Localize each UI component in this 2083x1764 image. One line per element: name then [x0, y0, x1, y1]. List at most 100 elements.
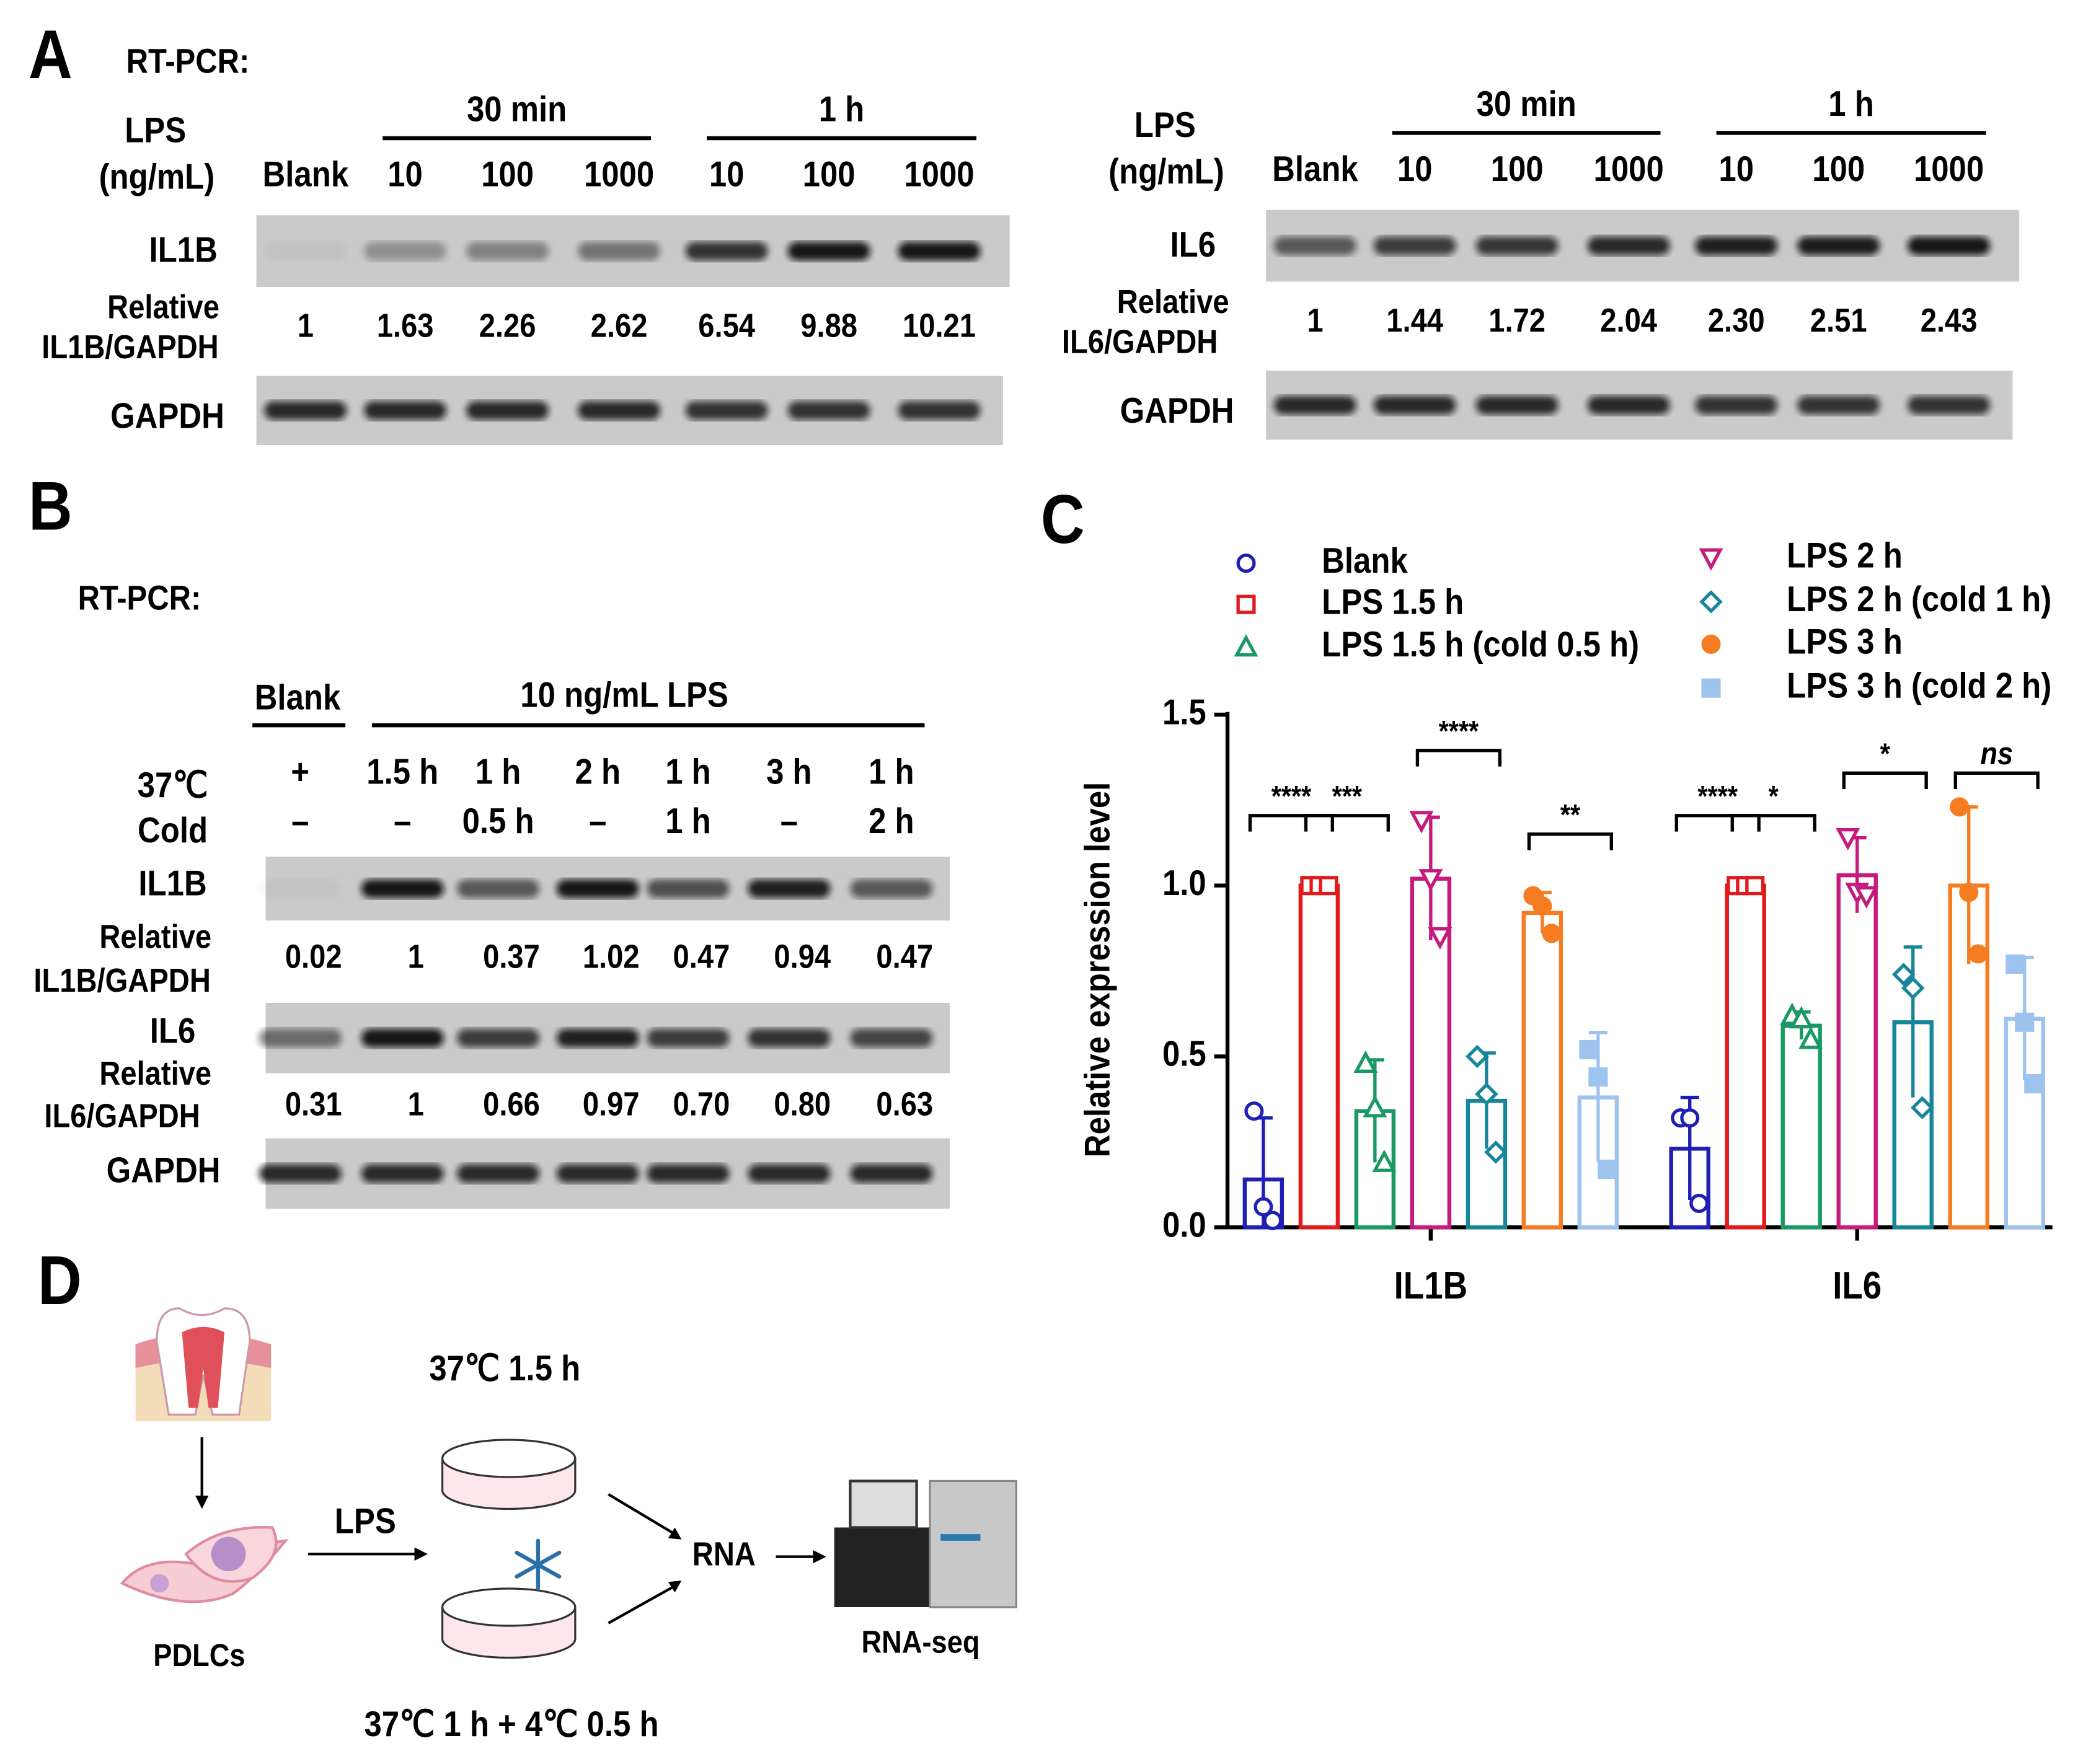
relative-value: 1 — [298, 308, 314, 345]
data-point — [1680, 1108, 1700, 1128]
y-tick-label: 1.0 — [1162, 863, 1206, 903]
lane-label: 10 — [709, 154, 745, 194]
lane-label: 100 — [481, 154, 534, 194]
lane-label: 1000 — [1914, 149, 1984, 189]
x-tick-label: IL1B — [1394, 1264, 1467, 1307]
dish — [441, 1439, 577, 1510]
group-label: 30 min — [1477, 84, 1577, 124]
data-point — [1598, 1159, 1617, 1179]
gel-band — [457, 1164, 539, 1183]
gel-band — [364, 242, 446, 261]
sequencer-body — [929, 1480, 1017, 1608]
row-label: LPS — [1134, 105, 1196, 145]
significance-bracket — [1953, 771, 2040, 790]
data-point — [1968, 944, 1988, 964]
significance-bracket — [1304, 814, 1390, 832]
lane-label: 2 h — [575, 752, 621, 792]
pulp — [182, 1326, 225, 1408]
relative-value: 1.02 — [583, 938, 640, 975]
gel-band — [787, 401, 870, 420]
lane-label: Blank — [263, 154, 349, 194]
gel-band — [457, 879, 539, 898]
data-point — [1466, 1044, 1489, 1069]
gel-band — [647, 1028, 730, 1047]
relative-value: 2.43 — [1921, 302, 1978, 339]
data-point — [1263, 1211, 1283, 1230]
sequencer-light — [940, 1534, 981, 1541]
gel-band — [647, 879, 730, 898]
arrow — [608, 1584, 676, 1625]
panel-label: D — [38, 1241, 82, 1319]
group-label: 1 h — [819, 89, 865, 129]
data-point — [1579, 1039, 1599, 1059]
data-point — [2024, 1074, 2044, 1094]
gel-band — [787, 242, 870, 261]
y-axis-label: Relative expression level — [1078, 782, 1118, 1158]
data-point — [1475, 1082, 1498, 1106]
treatment-label: LPS — [335, 1501, 396, 1541]
gel-band — [850, 879, 933, 898]
relative-value: 0.63 — [876, 1086, 933, 1122]
relative-value: 1 — [408, 938, 424, 975]
arrow-head — [195, 1496, 209, 1509]
lane-label: 10 — [1397, 149, 1433, 189]
bar — [1725, 883, 1766, 1230]
lane-label: 10 — [387, 154, 423, 194]
data-point — [1254, 1197, 1273, 1217]
gel-band — [259, 1164, 342, 1183]
lane-label: 1000 — [904, 154, 974, 194]
lane-label: – — [781, 801, 798, 841]
gel-band — [685, 401, 768, 420]
sequencer — [834, 1480, 1017, 1608]
significance-bracket — [1527, 832, 1613, 850]
lane-label: 100 — [803, 154, 856, 194]
significance-label: *** — [1332, 779, 1363, 812]
relative-value: 0.66 — [483, 1086, 540, 1122]
gene-label: GAPDH — [1120, 391, 1234, 431]
relative-value: 0.80 — [774, 1086, 831, 1122]
data-point — [1484, 1140, 1508, 1164]
significance-label: * — [1880, 737, 1891, 770]
relative-value: 0.97 — [583, 1086, 640, 1122]
gel-band — [1373, 236, 1456, 255]
group-label: Blank — [255, 678, 341, 718]
gel-band — [850, 1164, 933, 1183]
relative-value: 0.47 — [876, 938, 933, 975]
arrow — [608, 1493, 676, 1535]
gel-band — [898, 401, 981, 420]
relative-value: 0.02 — [285, 938, 342, 975]
relative-value: 1.44 — [1386, 302, 1443, 339]
panel-label: B — [29, 467, 73, 545]
gel-band — [748, 1028, 831, 1047]
legend-label: LPS 1.5 h — [1322, 582, 1464, 622]
gel-band — [1695, 236, 1778, 255]
data-point — [1319, 876, 1338, 896]
relative-value: 0.31 — [285, 1086, 342, 1122]
data-point — [1418, 869, 1443, 892]
relative-value: 2.30 — [1708, 302, 1765, 339]
bar — [1466, 1098, 1508, 1230]
nucleus — [150, 1574, 169, 1593]
cell-label: PDLCs — [153, 1637, 245, 1673]
significance-bracket — [1730, 814, 1816, 832]
method-label: RNA-seq — [861, 1624, 980, 1660]
lane-label: 100 — [1491, 149, 1544, 189]
gel-band — [556, 1164, 639, 1183]
row-label: Relative — [99, 919, 211, 955]
dish-rim — [441, 1587, 577, 1627]
group-label: 10 ng/mL LPS — [520, 675, 728, 715]
gene-label: IL1B — [138, 864, 206, 904]
lane-label: – — [291, 801, 309, 841]
gel-band — [361, 1164, 444, 1183]
data-point — [2015, 1012, 2035, 1032]
legend-label: LPS 2 h (cold 1 h) — [1787, 580, 2051, 619]
significance-bracket — [1842, 771, 1928, 790]
gene-label: IL6 — [150, 1012, 196, 1051]
snowflake — [515, 1538, 562, 1591]
lane-label: 1 h — [869, 752, 914, 792]
gel-band — [1908, 395, 1990, 415]
lane-label: 10 — [1718, 149, 1754, 189]
group-label: 30 min — [467, 89, 567, 129]
method-label: RT-PCR: — [126, 42, 250, 81]
